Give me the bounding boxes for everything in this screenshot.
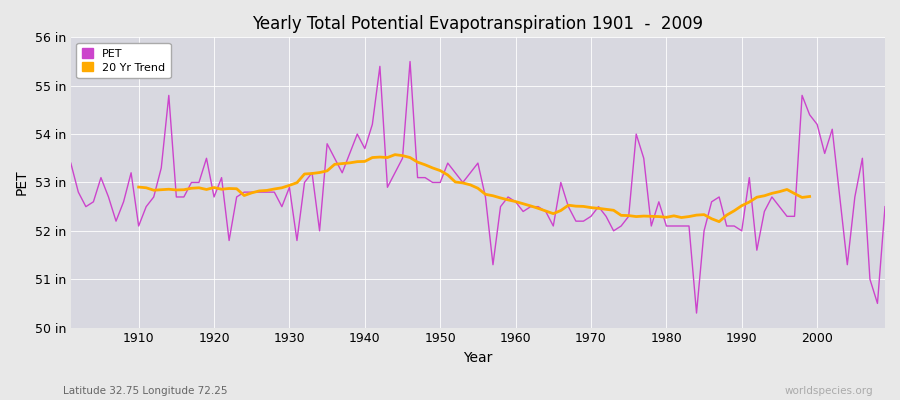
20 Yr Trend <box>789 191 800 196</box>
PET <box>879 204 890 209</box>
20 Yr Trend <box>698 212 709 217</box>
PET <box>337 170 347 175</box>
20 Yr Trend <box>133 185 144 190</box>
Y-axis label: PET: PET <box>15 170 29 195</box>
PET <box>66 161 77 166</box>
PET <box>405 59 416 64</box>
20 Yr Trend <box>337 161 347 166</box>
20 Yr Trend <box>608 208 619 213</box>
Text: worldspecies.org: worldspecies.org <box>785 386 873 396</box>
Text: Latitude 32.75 Longitude 72.25: Latitude 32.75 Longitude 72.25 <box>63 386 228 396</box>
Legend: PET, 20 Yr Trend: PET, 20 Yr Trend <box>76 43 171 78</box>
Line: 20 Yr Trend: 20 Yr Trend <box>139 155 810 222</box>
20 Yr Trend <box>721 213 732 218</box>
X-axis label: Year: Year <box>464 351 492 365</box>
PET <box>518 209 528 214</box>
PET <box>510 200 521 204</box>
PET <box>292 238 302 243</box>
20 Yr Trend <box>224 186 235 191</box>
20 Yr Trend <box>805 194 815 199</box>
PET <box>691 311 702 316</box>
20 Yr Trend <box>390 152 400 157</box>
PET <box>126 170 137 175</box>
PET <box>608 228 619 233</box>
Line: PET: PET <box>71 62 885 313</box>
20 Yr Trend <box>714 219 724 224</box>
Title: Yearly Total Potential Evapotranspiration 1901  -  2009: Yearly Total Potential Evapotranspiratio… <box>252 15 704 33</box>
